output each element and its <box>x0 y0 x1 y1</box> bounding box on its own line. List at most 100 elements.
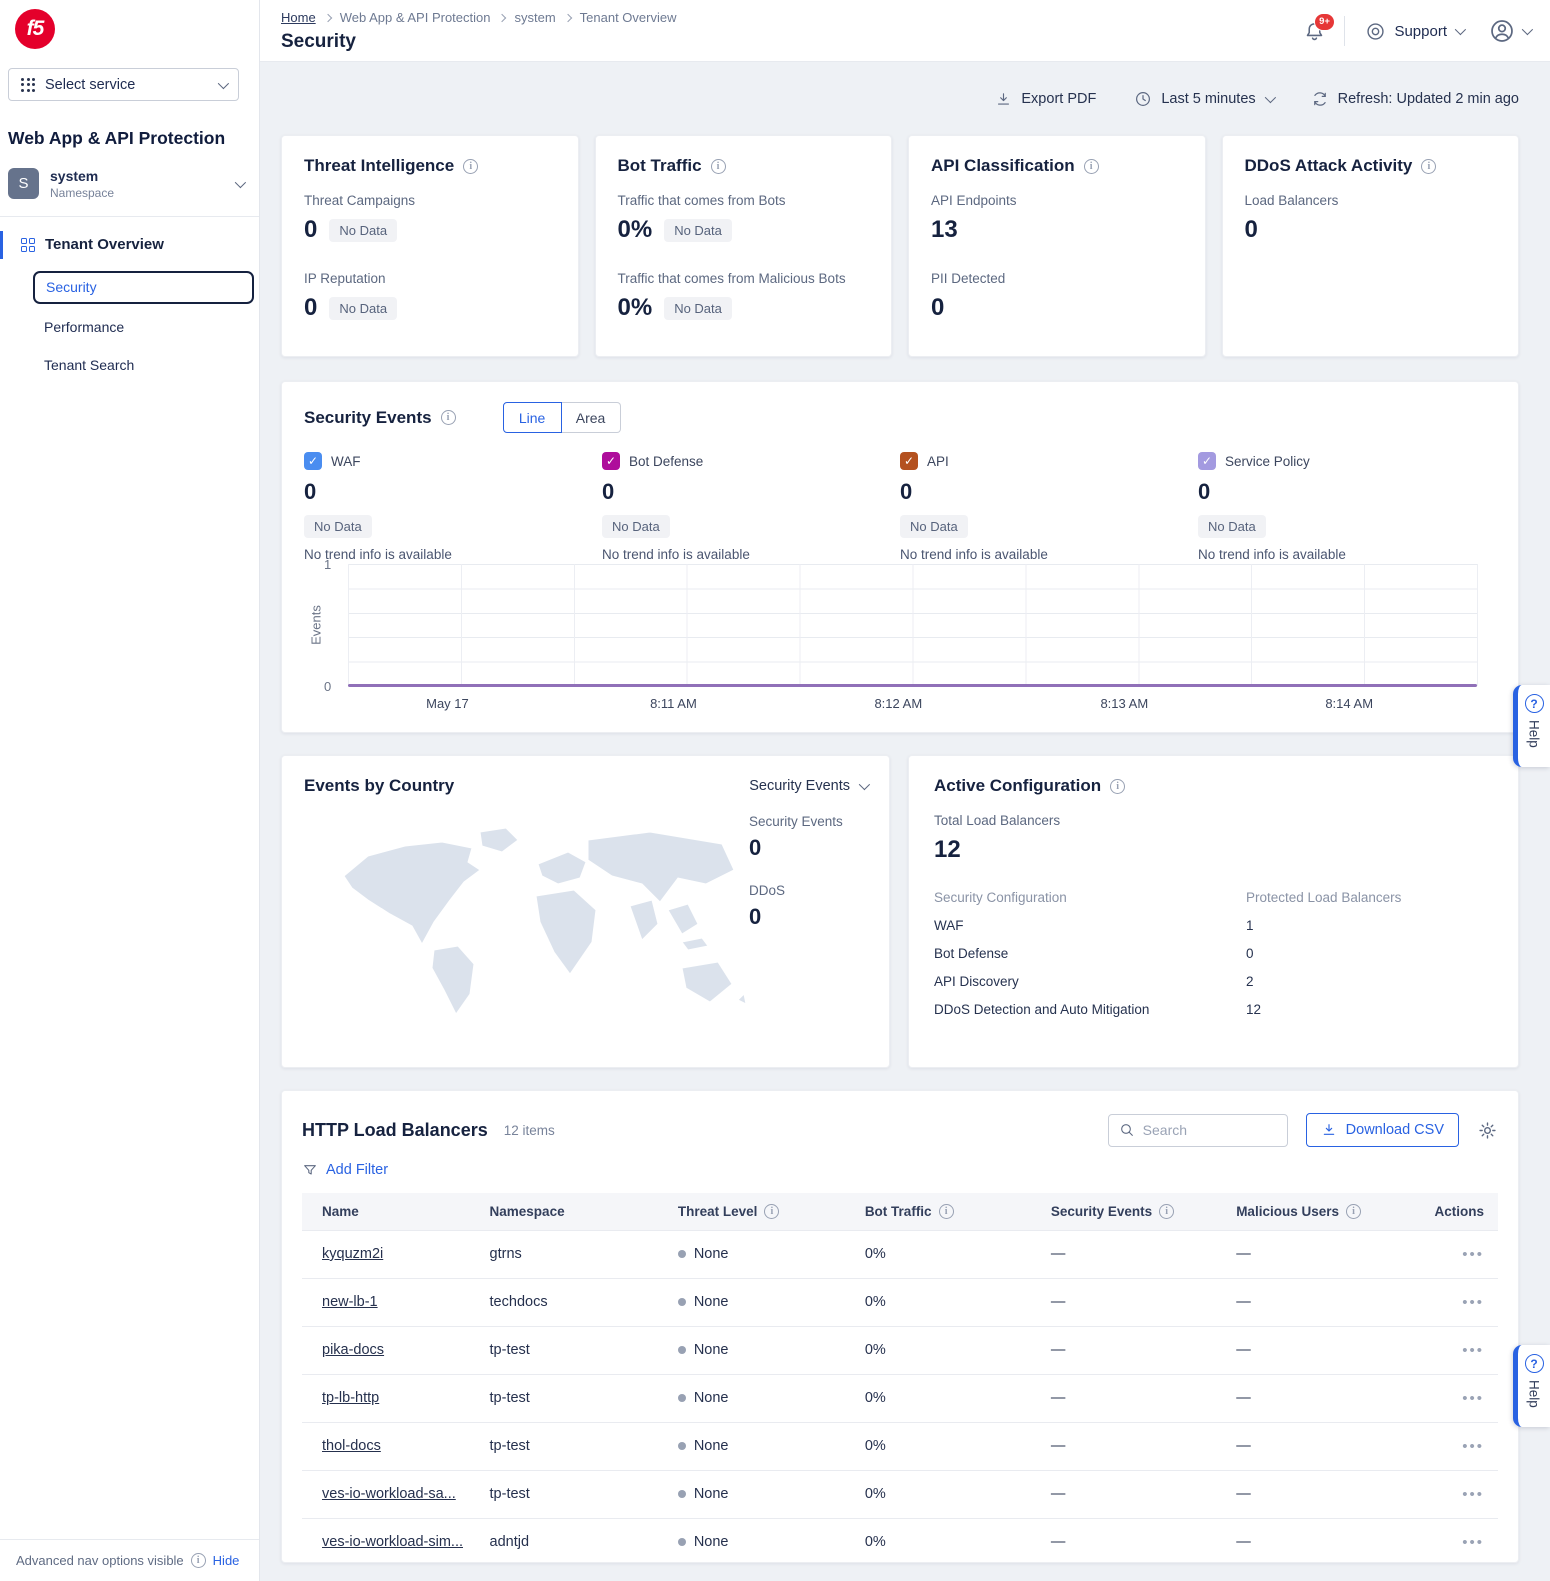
help-question-icon <box>1524 1354 1544 1373</box>
help-question-icon <box>1524 694 1544 713</box>
x-tick: 8:11 AM <box>650 696 697 711</box>
lb-name-link[interactable]: pika-docs <box>322 1342 385 1358</box>
info-icon[interactable] <box>1421 158 1437 174</box>
breadcrumb-home[interactable]: Home <box>281 10 316 25</box>
events-chart: Events 1 0 May 17 8:11 AM 8:12 AM 8:13 A… <box>308 557 1478 711</box>
refresh-button[interactable]: Refresh: Updated 2 min ago <box>1311 90 1519 108</box>
info-icon[interactable] <box>190 1553 206 1568</box>
table-row: tp-lb-http tp-test None 0% — — <box>302 1373 1498 1422</box>
column-header-threat-level[interactable]: Threat Level <box>657 1193 845 1230</box>
help-tab[interactable]: Help <box>1513 685 1550 767</box>
series-label: Service Policy <box>1225 453 1310 469</box>
refresh-label: Refresh: Updated 2 min ago <box>1337 91 1519 107</box>
table-header-row: Name Namespace Threat Level Bot Traffic … <box>302 1193 1498 1230</box>
account-menu[interactable] <box>1489 18 1534 44</box>
search-input[interactable] <box>1142 1122 1263 1138</box>
notifications-button[interactable]: 9+ <box>1303 12 1336 43</box>
metric-value: 0 <box>931 294 945 321</box>
dashboard-grid-icon <box>21 237 35 252</box>
no-data-badge: No Data <box>329 218 398 242</box>
security-events-series: WAF 0 No Data No trend info is available… <box>304 452 1496 562</box>
threat-level-dot <box>677 1298 686 1307</box>
info-icon[interactable] <box>710 158 726 174</box>
lb-name-link[interactable]: new-lb-1 <box>322 1294 378 1310</box>
threat-level-dot <box>677 1346 686 1355</box>
http-load-balancers-card: HTTP Load Balancers 12 items <box>281 1090 1519 1566</box>
add-filter-button[interactable]: Add Filter <box>302 1162 1498 1178</box>
threat-level-dot <box>677 1250 686 1259</box>
series-note: No trend info is available <box>900 547 1048 562</box>
y-tick: 0 <box>324 679 332 694</box>
card-title: Events by Country <box>304 776 455 795</box>
namespace-selector[interactable]: S system Namespace <box>8 168 247 200</box>
lb-name-link[interactable]: thol-docs <box>322 1438 381 1454</box>
sidebar-footer: Advanced nav options visible Hide <box>0 1539 259 1581</box>
sidebar-item-security[interactable]: Security <box>33 270 254 304</box>
column-header-namespace[interactable]: Namespace <box>469 1193 658 1230</box>
row-actions-menu[interactable] <box>1462 1342 1484 1359</box>
column-header-bot-traffic[interactable]: Bot Traffic <box>844 1193 1031 1230</box>
metric-label: Total Load Balancers <box>934 813 1061 828</box>
row-actions-menu[interactable] <box>1462 1438 1484 1455</box>
metric-label: Traffic that comes from Malicious Bots <box>617 271 846 286</box>
toggle-line-option[interactable]: Line <box>502 402 562 433</box>
breadcrumb-item[interactable]: Tenant Overview <box>579 10 677 25</box>
support-menu[interactable]: Support <box>1365 21 1467 42</box>
series-api: API 0 No Data No trend info is available <box>900 452 1198 562</box>
hide-nav-link[interactable]: Hide <box>212 1553 240 1568</box>
gear-icon[interactable] <box>1477 1120 1498 1141</box>
info-icon[interactable] <box>1083 158 1099 174</box>
download-csv-label: Download CSV <box>1345 1122 1444 1138</box>
table-row: WAF 1 <box>934 918 1254 933</box>
sidebar-group-tenant-overview[interactable]: Tenant Overview <box>0 230 259 260</box>
sidebar-item-tenant-search[interactable]: Tenant Search <box>33 350 254 380</box>
select-service-dropdown[interactable]: Select service <box>8 68 239 101</box>
row-actions-menu[interactable] <box>1462 1390 1484 1407</box>
toggle-area-option[interactable]: Area <box>561 402 621 433</box>
chart-plot-area <box>348 564 1478 687</box>
no-data-badge: No Data <box>304 515 372 538</box>
bot-defense-checkbox[interactable] <box>602 452 620 470</box>
breadcrumb-separator-icon <box>323 13 332 22</box>
events-type-selector[interactable]: Security Events <box>749 778 871 794</box>
info-icon[interactable] <box>1110 778 1126 794</box>
content: Export PDF Last 5 minutes Refresh: Updat… <box>260 75 1550 1566</box>
metric-label: API Endpoints <box>931 193 1017 208</box>
column-header-actions: Actions <box>1414 1193 1498 1230</box>
sidebar-item-performance[interactable]: Performance <box>33 312 254 342</box>
row-actions-menu[interactable] <box>1462 1294 1484 1311</box>
notification-badge: 9+ <box>1313 12 1336 31</box>
info-icon[interactable] <box>764 1203 780 1219</box>
column-header-security-events[interactable]: Security Events <box>1030 1193 1217 1230</box>
service-policy-checkbox[interactable] <box>1198 452 1216 470</box>
lb-name-link[interactable]: ves-io-workload-sim... <box>322 1534 463 1551</box>
lb-name-link[interactable]: kyquzm2i <box>322 1246 384 1262</box>
export-pdf-button[interactable]: Export PDF <box>995 91 1096 108</box>
column-header-malicious-users[interactable]: Malicious Users <box>1216 1193 1415 1230</box>
lb-name-link[interactable]: ves-io-workload-sa... <box>322 1486 456 1502</box>
row-actions-menu[interactable] <box>1462 1486 1484 1503</box>
breadcrumb-item[interactable]: system <box>514 10 556 25</box>
breadcrumb-item[interactable]: Web App & API Protection <box>339 10 491 25</box>
column-header-name[interactable]: Name <box>302 1193 470 1230</box>
info-icon[interactable] <box>1345 1203 1361 1219</box>
row-actions-menu[interactable] <box>1462 1534 1484 1551</box>
help-tab[interactable]: Help <box>1513 1345 1550 1427</box>
download-csv-button[interactable]: Download CSV <box>1305 1113 1459 1147</box>
download-icon <box>998 92 1010 105</box>
info-icon[interactable] <box>938 1203 954 1219</box>
card-title: Bot Traffic <box>617 156 702 175</box>
waf-checkbox[interactable] <box>304 452 322 470</box>
sidebar-item-label: Performance <box>44 318 125 335</box>
x-tick: May 17 <box>426 696 469 711</box>
api-checkbox[interactable] <box>900 452 918 470</box>
table-row: thol-docs tp-test None 0% — — <box>302 1421 1498 1470</box>
info-icon[interactable] <box>440 410 456 425</box>
info-icon[interactable] <box>1159 1203 1175 1219</box>
page-toolbar: Export PDF Last 5 minutes Refresh: Updat… <box>281 75 1519 123</box>
info-icon[interactable] <box>463 158 479 174</box>
lb-name-link[interactable]: tp-lb-http <box>322 1390 380 1406</box>
time-range-selector[interactable]: Last 5 minutes <box>1134 90 1276 108</box>
chart-flat-line <box>348 684 1477 687</box>
row-actions-menu[interactable] <box>1462 1246 1484 1263</box>
